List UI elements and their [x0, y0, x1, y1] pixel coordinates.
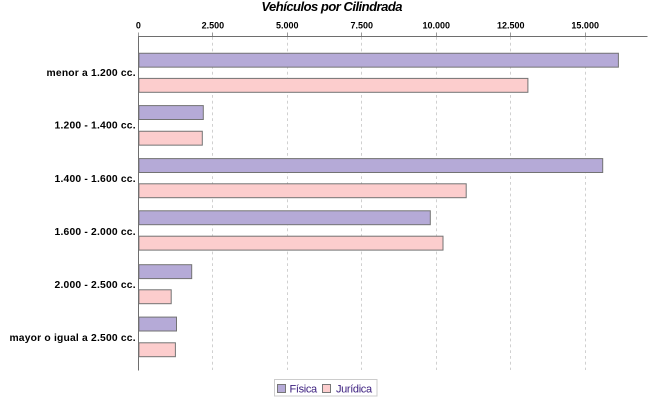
svg-text:1.200 - 1.400 cc.: 1.200 - 1.400 cc.: [55, 121, 136, 132]
svg-text:1.600 - 2.000 cc.: 1.600 - 2.000 cc.: [55, 227, 136, 238]
svg-text:2.000 - 2.500 cc.: 2.000 - 2.500 cc.: [55, 280, 136, 291]
svg-text:Jurídica: Jurídica: [336, 383, 373, 395]
svg-text:5.000: 5.000: [276, 21, 299, 31]
svg-text:7.500: 7.500: [351, 21, 374, 31]
svg-text:1.400 - 1.600 cc.: 1.400 - 1.600 cc.: [55, 174, 136, 185]
svg-text:menor a 1.200 cc.: menor a 1.200 cc.: [47, 68, 136, 79]
svg-text:12.500: 12.500: [497, 21, 525, 31]
svg-text:mayor o igual a 2.500 cc.: mayor o igual a 2.500 cc.: [9, 333, 135, 344]
svg-text:Vehículos por Cilindrada: Vehículos por Cilindrada: [261, 0, 402, 14]
svg-text:15.000: 15.000: [571, 21, 599, 31]
svg-text:0: 0: [136, 21, 141, 31]
svg-text:Física: Física: [290, 383, 318, 395]
svg-text:10.000: 10.000: [423, 21, 451, 31]
svg-text:2.500: 2.500: [202, 21, 225, 31]
